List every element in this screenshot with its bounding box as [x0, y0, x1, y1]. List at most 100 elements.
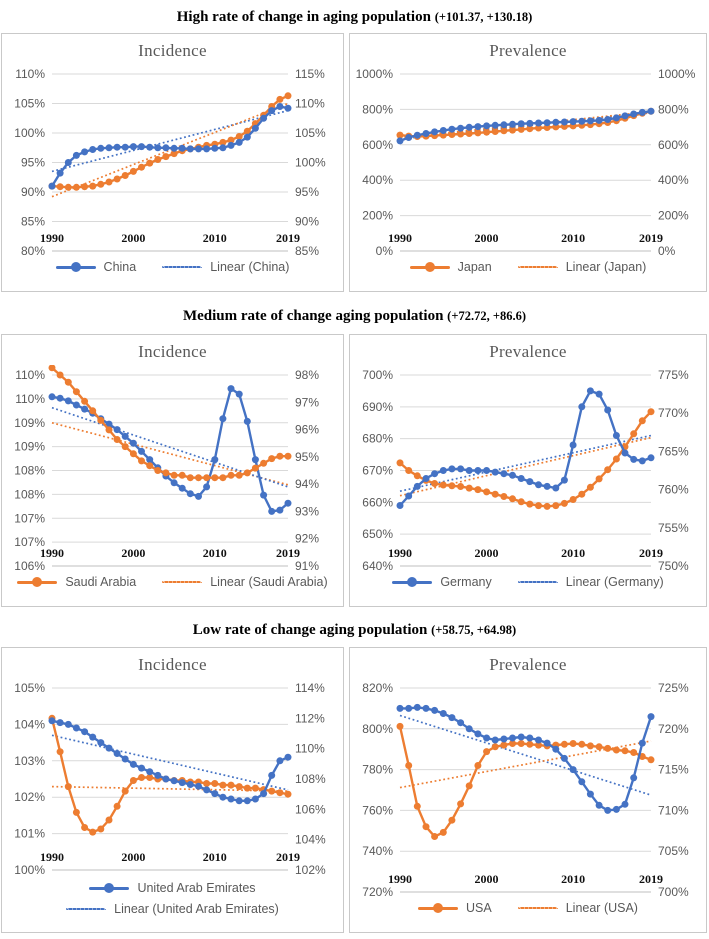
- china-marker: [105, 144, 113, 152]
- china-marker: [89, 146, 97, 153]
- right-axis-labels: 98% 97% 96% 95% 94% 93% 92% 91%: [295, 368, 319, 573]
- saudi-arabia-marker: [64, 378, 72, 386]
- axis-tick-label: 2010: [203, 850, 227, 864]
- saudi-arabia-marker: [491, 490, 499, 498]
- usa-marker: [81, 824, 89, 831]
- axis-tick-label: 110%: [15, 67, 45, 81]
- japan-marker: [448, 131, 456, 138]
- saudi-arabia-marker: [604, 466, 612, 474]
- saudi-arabia-marker: [586, 483, 594, 491]
- axis-tick-label: 103%: [14, 754, 45, 768]
- axis-tick-label: 670%: [362, 464, 393, 478]
- saudi-arabia-marker: [243, 469, 251, 477]
- saudi-arabia-marker: [483, 488, 491, 496]
- axis-tick-label: 2000: [475, 546, 499, 560]
- united-arab-emirates-marker: [129, 760, 137, 768]
- china-marker: [483, 122, 491, 130]
- axis-tick-label: 740%: [362, 844, 393, 858]
- usa-marker: [535, 741, 542, 749]
- china-marker: [509, 120, 516, 128]
- axis-tick-label: 109%: [14, 416, 45, 430]
- axis-tick-label: 2019: [276, 546, 300, 560]
- united-arab-emirates-marker: [64, 720, 72, 728]
- axis-tick-label: 1000%: [658, 67, 696, 81]
- germany-marker: [578, 403, 586, 411]
- saudi-arabia-marker: [474, 486, 482, 494]
- axis-tick-label: 104%: [295, 833, 326, 847]
- china-marker: [195, 145, 202, 153]
- china-marker: [243, 133, 251, 141]
- china-marker: [578, 117, 586, 125]
- germany-marker: [474, 467, 482, 474]
- japan-marker: [284, 92, 292, 100]
- section-low-rate: Low rate of change aging population (+58…: [0, 622, 709, 933]
- united-arab-emirates-marker: [178, 779, 186, 787]
- usa-marker: [612, 746, 620, 754]
- germany-marker: [465, 467, 473, 474]
- china-marker: [235, 138, 243, 146]
- china-marker: [612, 114, 620, 122]
- legend-entry-china: China: [55, 261, 136, 274]
- axis-tick-label: 660%: [362, 495, 393, 509]
- united-arab-emirates-marker: [586, 790, 594, 798]
- saudi-arabia-marker: [535, 502, 542, 510]
- saudi-arabia-marker: [500, 493, 508, 500]
- japan-marker: [276, 95, 284, 103]
- axis-tick-label: 2010: [561, 872, 585, 886]
- axis-tick-label: 400%: [658, 173, 689, 187]
- axis-tick-label: 725%: [658, 681, 689, 695]
- saudi-arabia-marker: [517, 498, 525, 506]
- usa-marker: [457, 800, 465, 808]
- linear-germany-line: [399, 434, 652, 493]
- germany-marker: [138, 447, 145, 455]
- line-marker-sample-icon: [55, 262, 96, 273]
- japan-marker: [81, 183, 89, 191]
- linear-china-trendline: [51, 109, 289, 173]
- china-marker: [154, 144, 162, 152]
- axis-tick-label: 107%: [14, 511, 45, 525]
- united-arab-emirates-marker: [543, 739, 551, 747]
- legend-entry-linear-saudi-arabia: Linear (Saudi Arabia): [162, 576, 328, 589]
- usa-marker: [483, 748, 491, 756]
- germany-marker: [129, 439, 137, 447]
- usa-marker: [491, 743, 499, 751]
- legend-medium-prevalence: Germany Linear (Germany): [350, 576, 706, 589]
- china-marker: [211, 144, 219, 152]
- axis-tick-label: 800%: [362, 102, 393, 116]
- chart-title-high-incidence: Incidence: [138, 41, 207, 60]
- germany-marker: [81, 405, 89, 413]
- united-arab-emirates-marker: [595, 801, 603, 809]
- axis-tick-label: 690%: [362, 400, 393, 414]
- united-arab-emirates-marker: [638, 739, 646, 747]
- china-marker: [72, 151, 80, 159]
- chart-title-medium-prevalence: Prevalence: [489, 342, 567, 361]
- axis-tick-label: 200%: [362, 209, 393, 223]
- gridlines: [400, 374, 651, 567]
- axis-tick-label: 1990: [388, 546, 412, 560]
- legend-label: Linear (China): [210, 260, 290, 274]
- usa-marker: [121, 787, 129, 795]
- china-marker: [560, 118, 568, 126]
- usa-marker: [439, 828, 447, 836]
- axis-tick-label: 765%: [658, 444, 689, 458]
- legend-entry-germany: Germany: [392, 576, 492, 589]
- united-arab-emirates-marker: [413, 703, 421, 711]
- axis-tick-label: 98%: [295, 368, 319, 382]
- united-arab-emirates-marker: [203, 786, 211, 794]
- dotted-line-sample-icon: [517, 906, 558, 910]
- united-arab-emirates-marker: [211, 790, 219, 798]
- usa-marker: [211, 780, 219, 787]
- axis-tick-label: 105%: [295, 126, 326, 140]
- japan-marker: [491, 128, 499, 135]
- japan-marker: [227, 136, 235, 144]
- section-title-note: (+101.37, +130.18): [434, 10, 533, 24]
- germany-marker: [526, 478, 534, 486]
- linear-germany-trendline: [399, 434, 652, 493]
- line-marker-sample-icon: [17, 577, 58, 588]
- saudi-arabia-marker: [569, 496, 577, 503]
- x-axis-labels: 1990 2000 2010 2019: [40, 850, 300, 864]
- germany-marker: [405, 492, 413, 500]
- united-arab-emirates-line: [400, 706, 653, 812]
- linear-united-arab-emirates-trendline: [399, 714, 652, 796]
- china-line: [50, 105, 289, 187]
